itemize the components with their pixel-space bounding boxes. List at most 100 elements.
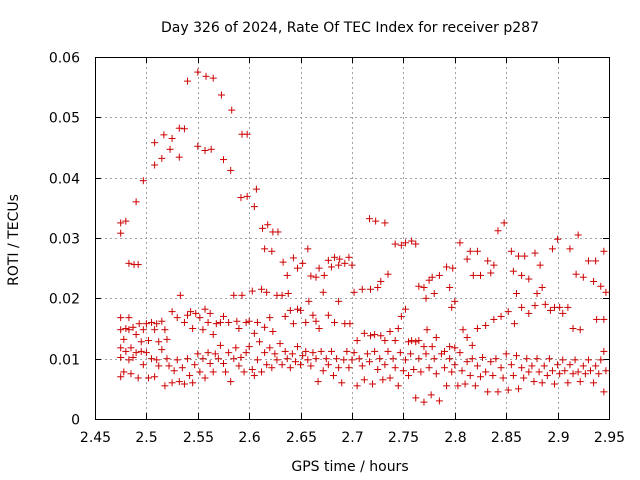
data-point	[127, 370, 135, 378]
data-point	[432, 370, 440, 378]
x-tick-label: 2.7	[341, 430, 363, 446]
data-point	[564, 303, 572, 311]
data-point	[158, 154, 166, 162]
data-point	[360, 329, 368, 337]
data-point	[533, 355, 541, 363]
data-point	[148, 355, 156, 363]
data-point	[206, 359, 214, 367]
data-point	[420, 398, 428, 406]
data-point	[331, 318, 339, 326]
data-point	[487, 269, 495, 277]
data-point	[422, 350, 430, 358]
y-tick-label: 0.05	[49, 111, 80, 127]
data-point	[515, 385, 523, 393]
data-point	[312, 355, 320, 363]
data-point	[484, 388, 492, 396]
data-point	[343, 347, 351, 355]
data-point	[139, 326, 147, 334]
data-point	[309, 349, 317, 357]
data-point	[261, 323, 269, 331]
data-point	[437, 350, 445, 358]
data-point	[212, 320, 220, 328]
data-point	[307, 272, 315, 280]
data-point	[117, 219, 125, 227]
data-point	[268, 364, 276, 372]
data-point	[199, 355, 207, 363]
data-point	[543, 372, 551, 380]
data-point	[531, 249, 539, 257]
data-point	[189, 379, 197, 387]
data-point	[340, 356, 348, 364]
data-point	[454, 382, 462, 390]
data-point	[528, 362, 536, 370]
data-point	[240, 368, 248, 376]
data-point	[473, 247, 481, 255]
data-point	[374, 283, 382, 291]
data-point	[590, 277, 598, 285]
data-point	[499, 374, 507, 382]
data-point	[137, 347, 145, 355]
data-point	[289, 254, 297, 262]
data-point	[228, 106, 236, 114]
y-axis-title: ROTI / TECUs	[6, 194, 22, 286]
data-point	[184, 311, 192, 319]
data-point	[227, 166, 235, 174]
data-point	[263, 288, 271, 296]
data-point	[420, 283, 428, 291]
data-point	[258, 368, 266, 376]
data-point	[273, 356, 281, 364]
y-tick-label: 0.02	[49, 292, 80, 308]
data-point	[600, 247, 608, 255]
data-point	[384, 270, 392, 278]
data-point	[132, 331, 140, 339]
data-point	[336, 255, 344, 263]
data-point	[283, 271, 291, 279]
data-point	[592, 362, 600, 370]
data-point	[397, 312, 405, 320]
data-point	[525, 368, 533, 376]
data-point	[125, 356, 133, 364]
data-point	[199, 326, 207, 334]
data-point	[304, 245, 312, 253]
data-point	[196, 314, 204, 322]
data-point	[365, 215, 373, 223]
data-point	[497, 364, 505, 372]
data-point	[259, 224, 267, 232]
data-point	[134, 374, 142, 382]
data-point	[253, 318, 261, 326]
data-point	[315, 264, 323, 272]
data-point	[422, 294, 430, 302]
data-point	[458, 367, 466, 375]
data-point	[184, 77, 192, 85]
x-tick-label: 2.8	[444, 430, 466, 446]
data-point	[122, 325, 130, 332]
data-point	[187, 308, 195, 316]
data-point	[446, 283, 454, 291]
data-point	[176, 291, 184, 299]
data-point	[509, 372, 517, 380]
data-point	[365, 358, 373, 366]
data-point	[377, 277, 385, 285]
data-point	[548, 245, 556, 253]
data-point	[412, 338, 420, 346]
data-point	[322, 355, 330, 363]
data-point	[216, 318, 224, 326]
data-point	[345, 253, 353, 261]
data-point	[201, 147, 209, 155]
data-point	[252, 185, 260, 193]
data-point	[312, 317, 320, 325]
data-point	[341, 259, 349, 267]
data-point	[367, 285, 375, 293]
data-point	[446, 355, 454, 363]
data-point	[302, 347, 310, 355]
data-point	[204, 318, 212, 326]
data-point	[173, 356, 181, 364]
data-point	[166, 145, 174, 153]
y-tick-label: 0.04	[49, 172, 80, 188]
data-point	[456, 239, 464, 247]
data-point	[129, 353, 137, 361]
data-point	[276, 340, 284, 348]
data-point	[299, 259, 307, 267]
data-point	[355, 355, 363, 363]
data-point	[211, 350, 219, 358]
